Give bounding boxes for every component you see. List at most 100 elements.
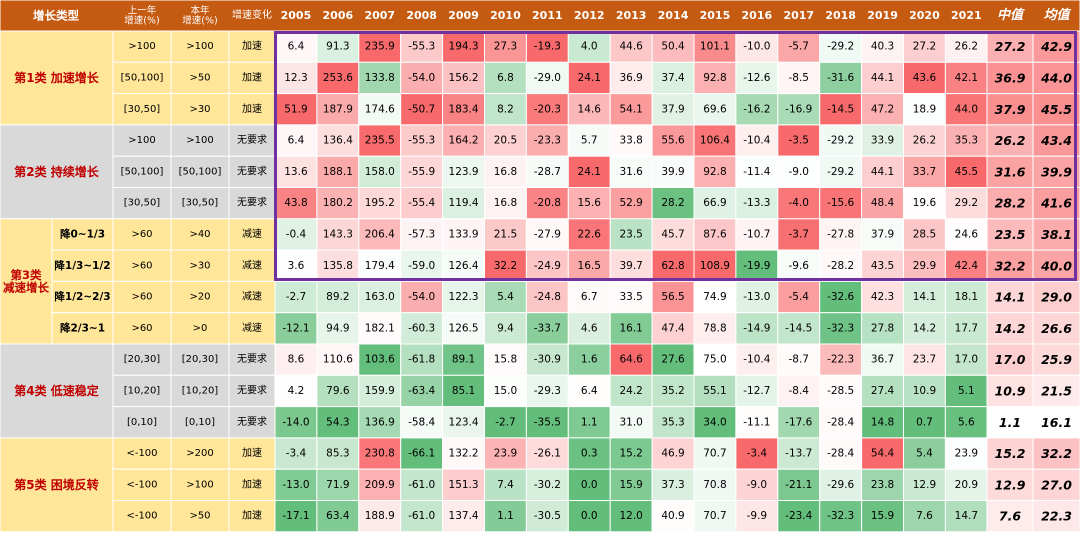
heat-cell-label: 143.3 [323, 228, 353, 240]
heat-cell [1032, 500, 1080, 533]
header-year-2009: 2009 [448, 9, 479, 22]
heat-cell [400, 218, 444, 251]
heat-cell [400, 343, 444, 376]
heat-cell-label: 22.6 [578, 228, 602, 240]
heat-cell-label: 230.8 [365, 448, 395, 460]
heat-cell [903, 155, 946, 188]
heat-cell-label: 66.9 [703, 197, 726, 209]
heat-cell-label: -9.6 [789, 260, 810, 272]
heat-cell [1032, 30, 1080, 63]
heat-cell [316, 437, 360, 470]
heat-cell-label: 4.0 [581, 41, 598, 53]
heat-cell [651, 155, 695, 188]
heat-cell-label: 54.4 [871, 448, 895, 460]
heat-cell [944, 343, 988, 376]
heat-cell-label: 63.4 [326, 510, 350, 522]
heat-cell-label: -30.9 [534, 354, 561, 366]
heat-cell-label: 132.2 [449, 448, 479, 460]
heat-cell-label: 32.2 [1041, 446, 1072, 461]
row-prev-bg [112, 468, 172, 502]
heat-cell-label: -28.4 [827, 448, 854, 460]
heat-cell-label: 37.9 [661, 103, 684, 115]
heat-cell [735, 343, 779, 376]
row-cur-growth: >30 [189, 260, 210, 271]
heat-cell-label: 18.9 [913, 103, 936, 115]
heat-cell-label: 28.2 [661, 197, 684, 209]
heat-cell-label: -31.6 [827, 72, 854, 84]
heat-cell-label: -55.3 [408, 135, 435, 147]
heat-cell [525, 500, 569, 533]
heat-cell-label: 126.4 [449, 260, 479, 272]
heat-cell [567, 61, 611, 95]
header-year-2014: 2014 [658, 9, 689, 22]
heat-cell-label: 6.4 [288, 135, 305, 147]
heat-cell-label: 21.5 [494, 228, 517, 240]
heat-cell-label: -28.7 [534, 166, 561, 178]
row-change: 无要求 [237, 416, 267, 428]
row-prev-growth: >60 [131, 323, 152, 334]
heat-cell [819, 249, 863, 282]
heat-cell-label: 71.9 [326, 479, 349, 491]
heat-cell-label: 42.4 [955, 260, 979, 272]
heat-cell [525, 374, 569, 408]
row-change-bg [228, 155, 276, 188]
header-median: 中值 [997, 7, 1025, 23]
heat-cell [693, 218, 737, 251]
heat-cell-label: -12.6 [743, 72, 770, 84]
heat-cell-label: 136.4 [323, 135, 353, 147]
heat-cell-label: 28.5 [913, 228, 936, 240]
heat-cell-label: -14.0 [282, 416, 309, 428]
heat-cell-label: 10.9 [995, 383, 1026, 398]
heat-cell-label: 35.2 [661, 385, 684, 397]
row-change-bg [228, 437, 276, 470]
heat-cell-label: 78.8 [703, 322, 726, 334]
row-change: 无要求 [237, 197, 267, 209]
heat-cell-label: 14.2 [913, 322, 936, 334]
heat-cell-label: 7.6 [916, 510, 933, 522]
heat-cell [986, 500, 1034, 533]
heat-cell [903, 93, 946, 126]
heat-cell-label: 39.9 [661, 166, 684, 178]
heat-cell-label: -59.0 [408, 260, 435, 272]
heat-cell-label: -9.9 [747, 510, 768, 522]
heat-cell-label: -29.6 [827, 479, 854, 491]
heat-cell-label: 47.4 [661, 322, 685, 334]
heat-cell-label: -17.6 [785, 416, 812, 428]
heat-cell-label: 36.9 [995, 70, 1026, 85]
header-cur-growth: 本年增速(%) [182, 4, 217, 26]
heat-cell-label: -55.4 [408, 197, 435, 209]
heat-cell-label: 24.6 [955, 228, 979, 240]
heat-cell [986, 437, 1034, 470]
heat-cell-label: 69.6 [703, 103, 727, 115]
heat-cell-label: 43.8 [284, 197, 307, 209]
heat-cell [567, 437, 611, 470]
heat-cell-label: 8.6 [288, 354, 305, 366]
heat-cell-label: 41.6 [1040, 196, 1072, 211]
heat-cell-label: -54.0 [408, 291, 435, 303]
heat-cell [358, 437, 402, 470]
heat-cell [944, 218, 988, 251]
heat-cell-label: 194.3 [449, 41, 479, 53]
header-year-2006: 2006 [323, 9, 354, 22]
heat-cell [1032, 280, 1080, 314]
heat-cell [735, 218, 779, 251]
row-cur-growth: [20,30] [182, 354, 219, 365]
heat-cell [358, 249, 402, 282]
heat-cell [651, 374, 695, 408]
heat-cell-label: 27.2 [995, 39, 1026, 54]
row-cur-growth: >100 [186, 479, 213, 490]
heat-cell-label: 14.6 [578, 103, 602, 115]
heat-cell-label: 16.5 [578, 260, 601, 272]
heat-cell-label: -61.0 [408, 479, 435, 491]
heat-cell-label: -13.0 [743, 291, 770, 303]
heat-cell [567, 155, 611, 188]
heat-cell-label: 14.1 [913, 291, 936, 303]
heat-cell-label: 9.4 [497, 322, 514, 334]
heat-cell-label: -12.7 [743, 385, 770, 397]
row-cur-bg [170, 374, 230, 408]
heat-cell [651, 312, 695, 345]
heat-cell-label: 0.0 [581, 479, 598, 491]
heat-cell-label: 34.0 [703, 416, 726, 428]
heat-cell-label: 42.9 [1040, 39, 1072, 54]
heat-cell-label: 56.5 [661, 291, 684, 303]
